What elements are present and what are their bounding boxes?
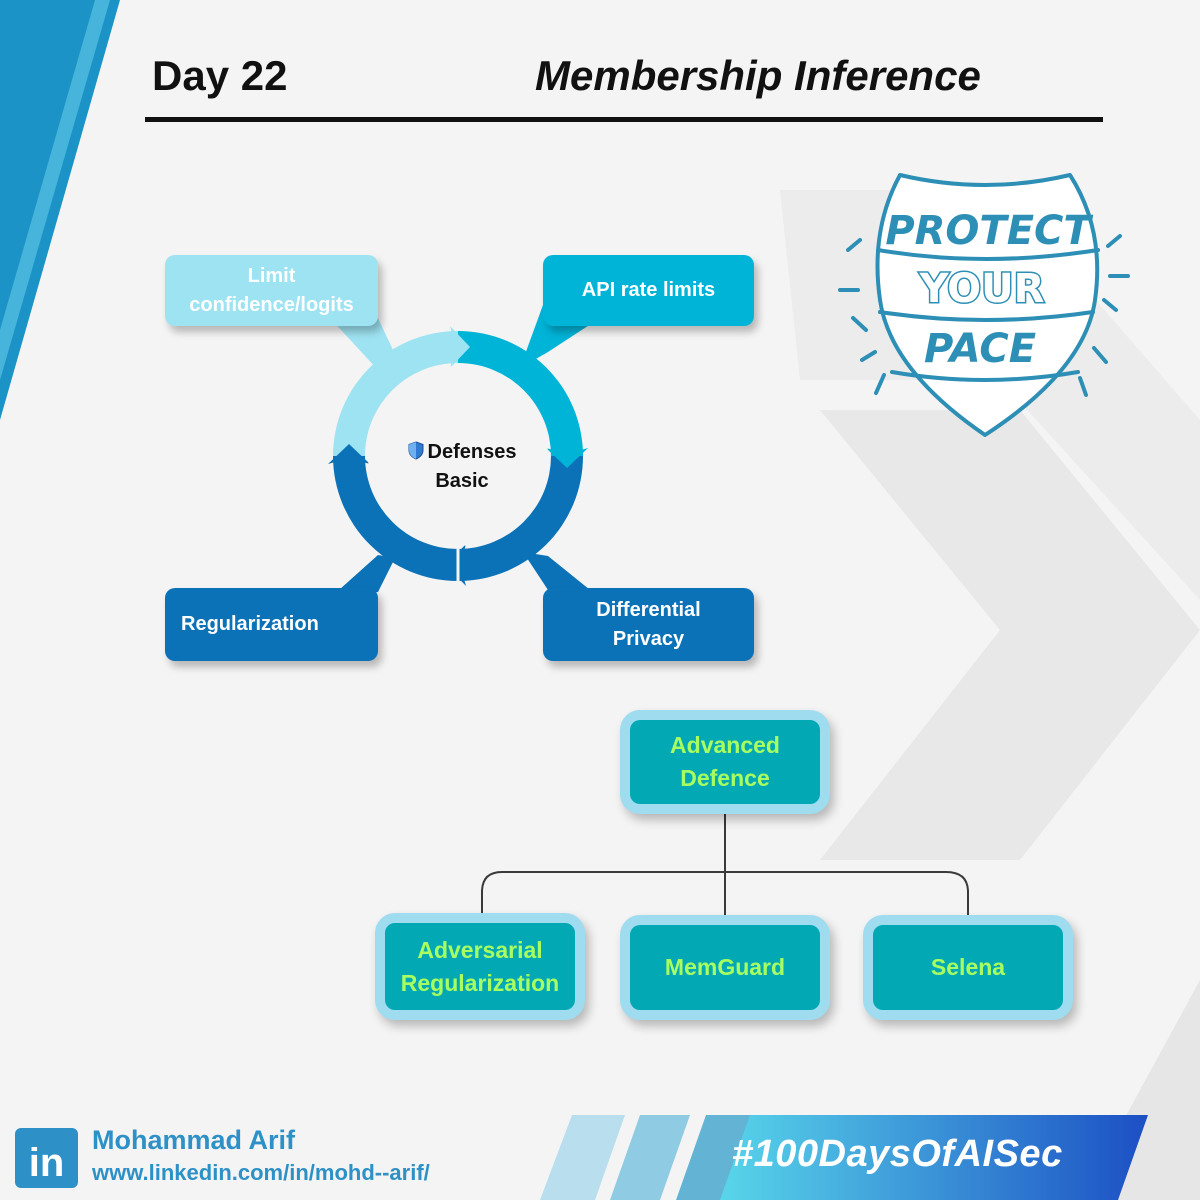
- hashtag-banner: [720, 1115, 1148, 1200]
- tree-node-adversarial-regularization: Adversarial Regularization: [375, 913, 585, 1020]
- badge-line3: PACE: [924, 326, 1036, 372]
- cycle-item-api-rate-limits: API rate limits: [543, 255, 754, 326]
- corner-stripe: [0, 0, 120, 420]
- title-divider: [145, 117, 1103, 122]
- cycle-item-limit-confidence: Limit confidence/logits: [165, 255, 378, 326]
- page-title: Membership Inference: [535, 52, 981, 99]
- day-label: Day 22: [152, 52, 288, 99]
- shield-icon: [408, 441, 424, 460]
- tree-root-advanced-defence: Advanced Defence: [620, 710, 830, 814]
- tree-node-selena: Selena: [863, 915, 1073, 1020]
- profile-link[interactable]: www.linkedin.com/in/mohd--arif/: [92, 1160, 430, 1185]
- hashtag-label: #100DaysOfAISec: [732, 1133, 1063, 1175]
- author-name: Mohammad Arif: [92, 1125, 296, 1155]
- badge-line1: PROTECT: [885, 208, 1093, 254]
- cycle-item-regularization: Regularization: [165, 588, 378, 661]
- badge-line2: YOUR: [919, 266, 1045, 312]
- cycle-center-label: Defenses Basic: [427, 441, 517, 492]
- tree-node-memguard: MemGuard: [620, 915, 830, 1020]
- cycle-item-differential-privacy: Differential Privacy: [543, 588, 754, 661]
- cycle-center: Defenses Basic: [392, 438, 532, 496]
- linkedin-icon[interactable]: in: [15, 1128, 78, 1188]
